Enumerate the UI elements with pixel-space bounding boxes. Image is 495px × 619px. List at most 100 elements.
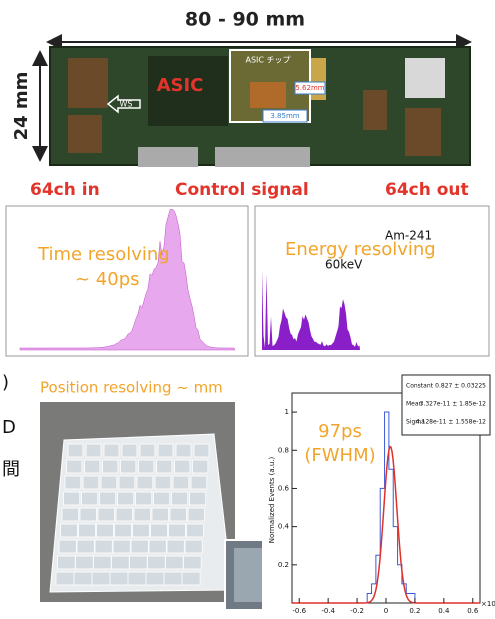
board-photo: ASIC ASIC チップ 5.62mm 3.85mm WS xyxy=(49,46,471,167)
crystal-cell xyxy=(184,539,203,554)
crystal-cell xyxy=(175,443,192,458)
crystal-cell xyxy=(55,571,75,586)
crystal-cell xyxy=(63,491,81,506)
stat-name: Constant xyxy=(406,383,434,390)
crystal-cell xyxy=(102,459,119,474)
time-caption: Time resolving xyxy=(37,244,170,265)
crystal-cell xyxy=(153,491,171,506)
crystal-cell xyxy=(64,475,82,490)
crystal-cell xyxy=(151,507,170,522)
crystal-cell xyxy=(120,459,137,474)
peak-label: 60keV xyxy=(325,258,363,272)
crystal-cell xyxy=(93,555,112,570)
signal-label: Control signal xyxy=(175,180,309,200)
dim-height: 3.85mm xyxy=(270,112,299,120)
crystal-cell xyxy=(57,555,76,570)
stat-value: 0.827 ± 0.03225 xyxy=(435,383,486,390)
crystal-cell xyxy=(147,555,166,570)
crystal-cell xyxy=(121,443,138,458)
height-label: 24 mm xyxy=(11,72,32,141)
crystal-cell xyxy=(111,555,130,570)
crystal-cell xyxy=(145,571,165,586)
crystal-cell xyxy=(76,539,95,554)
crystal-cell xyxy=(117,491,135,506)
crystal-cell xyxy=(85,443,102,458)
x-tick-label: 0 xyxy=(384,607,388,615)
crystal-cell xyxy=(115,507,134,522)
crystal-cell xyxy=(81,491,99,506)
x-tick-label: 0.6 xyxy=(467,607,479,615)
crystal-cell xyxy=(75,555,94,570)
crystal-cell xyxy=(78,523,96,538)
crystal-cell xyxy=(181,571,201,586)
crystal-cell xyxy=(82,475,100,490)
crystal-cell xyxy=(166,539,185,554)
crystal-cell xyxy=(133,507,152,522)
crystal-cell xyxy=(130,539,149,554)
crystal-cell xyxy=(189,491,207,506)
crystal-cell xyxy=(193,443,210,458)
crystal-cell xyxy=(103,443,120,458)
crystal-cell xyxy=(165,555,184,570)
crystal-cell xyxy=(118,475,136,490)
crystal-cell xyxy=(154,475,172,490)
crystal-cell xyxy=(100,475,118,490)
crystal-cell xyxy=(129,555,148,570)
position-caption: Position resolving ~ mm xyxy=(40,379,223,397)
crystal-cell xyxy=(67,443,84,458)
crystal-cell xyxy=(186,523,204,538)
stat-value: 4.128e-11 ± 1.558e-12 xyxy=(416,419,486,426)
crystal-cell xyxy=(97,507,116,522)
crystal-cell xyxy=(156,459,173,474)
signal-label: 64ch in xyxy=(30,180,100,200)
source-label: Am-241 xyxy=(385,229,432,243)
edge-fragment: ) xyxy=(2,372,9,393)
crystal-cell xyxy=(183,555,202,570)
crystal-cell xyxy=(99,491,117,506)
y-tick-label: 0.2 xyxy=(278,561,289,569)
crystal-cell xyxy=(169,507,188,522)
crystal-cell xyxy=(109,571,129,586)
stat-name: Mean xyxy=(406,401,423,408)
crystal-cell xyxy=(171,491,189,506)
time-caption: ~ 40ps xyxy=(75,269,140,290)
crystal-cell xyxy=(138,459,155,474)
crystal-cell xyxy=(61,507,80,522)
crystal-cell xyxy=(163,571,183,586)
crystal-cell xyxy=(60,523,78,538)
crystal-cell xyxy=(135,491,153,506)
crystal-cell xyxy=(96,523,114,538)
x-tick-label: 0.2 xyxy=(409,607,420,615)
x-scale-label: ×10⁻⁹ xyxy=(481,600,495,608)
crystal-cell xyxy=(139,443,156,458)
y-tick-label: 0.6 xyxy=(278,484,290,492)
crystal-cell xyxy=(187,507,206,522)
x-tick-label: -0.6 xyxy=(292,607,306,615)
crystal-cell xyxy=(136,475,154,490)
dim-width: 5.62mm xyxy=(295,84,324,92)
crystal-cell xyxy=(58,539,77,554)
crystal-photo xyxy=(40,402,292,611)
energy-caption: Energy resolving xyxy=(285,239,436,260)
crystal-cell xyxy=(94,539,113,554)
x-tick-label: -0.2 xyxy=(350,607,364,615)
crystal-cell xyxy=(148,539,167,554)
timing-plot xyxy=(262,374,491,615)
width-label: 80 - 90 mm xyxy=(185,9,305,31)
asic-label: ASIC xyxy=(157,75,204,96)
crystal-cell xyxy=(66,459,83,474)
crystal-cell xyxy=(150,523,168,538)
edge-fragment: 間 xyxy=(2,459,20,480)
y-tick-label: 0.8 xyxy=(278,446,289,454)
crystal-cell xyxy=(73,571,93,586)
crystal-cell xyxy=(172,475,190,490)
stat-name: Sigma xyxy=(406,419,425,426)
signal-label: 64ch out xyxy=(385,180,469,200)
crystal-cell xyxy=(114,523,132,538)
y-axis-label: Normalized Events (a.u.) xyxy=(268,456,276,543)
crystal-cell xyxy=(127,571,147,586)
stat-value: 3.327e-11 ± 1.85e-12 xyxy=(420,401,487,408)
crystal-cell xyxy=(174,459,191,474)
crystal-cell xyxy=(168,523,186,538)
